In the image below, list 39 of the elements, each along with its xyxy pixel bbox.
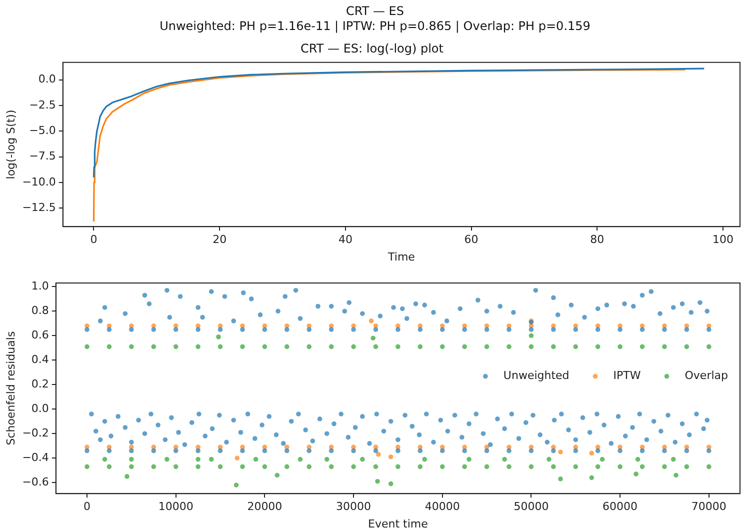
y-tick-label: −0.2 — [22, 426, 49, 440]
y-tick-label: 0.4 — [31, 353, 49, 366]
x-tick-label: 10000 — [158, 500, 194, 514]
y-tick-label: −0.4 — [22, 450, 49, 464]
x-tick-label: 60 — [464, 233, 478, 246]
legend-label: Unweighted — [503, 369, 570, 382]
x-tick-label: 20000 — [247, 500, 282, 514]
y-tick-label: −12.5 — [22, 200, 56, 214]
legend-label: IPTW — [613, 369, 641, 382]
x-tick-label: 40000 — [424, 500, 460, 514]
x-tick-label: 0 — [90, 233, 98, 246]
y-tick-label: 0.2 — [31, 377, 49, 390]
x-tick-label: 20 — [212, 233, 227, 246]
x-tick-label: 30000 — [336, 500, 372, 514]
y-tick-label: 0.0 — [38, 72, 56, 86]
y-tick-label: 0.0 — [31, 402, 49, 415]
y-tick-label: −2.5 — [29, 98, 56, 112]
text: CRT — ES — [344, 4, 405, 19]
chart-title: CRT — ES: log(-log) plot — [300, 41, 444, 56]
x-tick-label: 60000 — [602, 500, 638, 514]
y-tick-label: −7.5 — [29, 150, 56, 163]
x-tick-label: 50000 — [514, 500, 549, 514]
y-tick-label: −0.6 — [22, 475, 49, 488]
y-tick-label: 0.6 — [31, 328, 49, 342]
y-axis-title: log(-log S(t)) — [4, 110, 18, 180]
y-axis-title: Schoenfeld residuals — [4, 331, 18, 446]
y-tick-label: 1.0 — [31, 280, 49, 293]
y-tick-label: −10.0 — [22, 175, 56, 188]
x-axis-title: Event time — [368, 517, 428, 530]
text: Unweighted: PH p=1.16e-11 | IPTW: PH p=0.865 | Overlap: PH p=0.159 — [158, 19, 592, 34]
x-tick-label: 100 — [712, 233, 734, 246]
x-tick-label: 80 — [590, 233, 604, 246]
x-tick-label: 0 — [84, 500, 91, 514]
x-tick-label: 40 — [338, 233, 352, 246]
legend-label: Overlap — [684, 369, 728, 382]
x-tick-label: 70000 — [691, 500, 726, 514]
y-tick-label: 0.8 — [31, 304, 49, 318]
x-axis-title: Time — [386, 250, 416, 264]
y-tick-label: −5.0 — [29, 124, 56, 138]
